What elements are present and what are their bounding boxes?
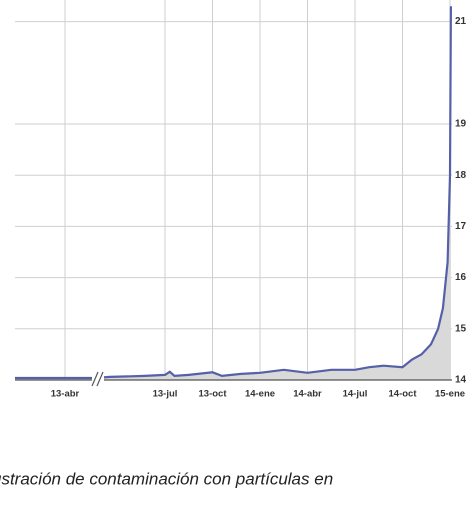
x-tick-label: 14-oct (389, 389, 418, 400)
y-tick-label: 21 (455, 16, 467, 27)
x-tick-label: 13-abr (51, 389, 80, 400)
y-tick-label: 16 (455, 272, 467, 283)
axis-break (91, 371, 104, 387)
line (15, 6, 452, 380)
caption: ustración de contaminación con partícula… (0, 469, 333, 488)
plot: 14 15 16 17 18 19 21 13-abr 13-jul 13-oct 14-ene 14… (15, 0, 467, 400)
x-tick-label: 14-jul (343, 389, 368, 400)
area (15, 6, 451, 380)
y-tick-label: 18 (455, 170, 467, 181)
x-tick-label: 13-oct (199, 389, 228, 400)
x-tick-label: 13-jul (153, 389, 178, 400)
y-tick-label: 14 (455, 375, 467, 386)
x-tick-label: 14-abr (293, 389, 322, 400)
x-tick-label: 14-ene (245, 389, 275, 400)
y-tick-label: 15 (455, 323, 467, 334)
x-tick-label: 15-ene (435, 389, 465, 400)
y-tick-label: 17 (455, 221, 467, 232)
y-tick-label: 19 (455, 119, 467, 130)
